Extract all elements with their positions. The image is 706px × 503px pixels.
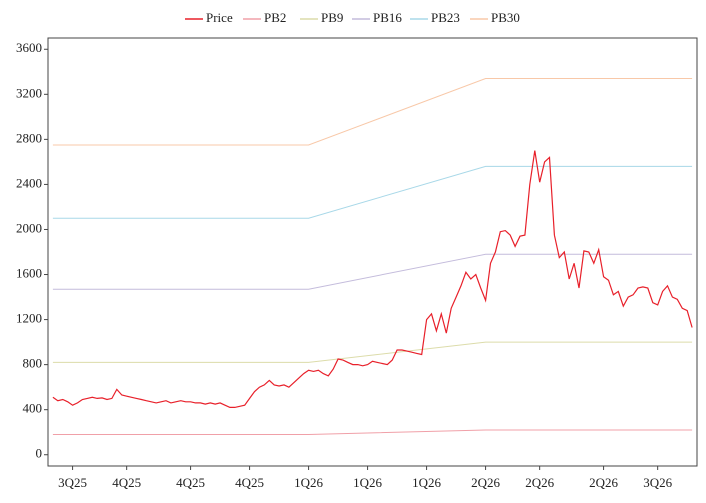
x-tick-label: 1Q26 bbox=[412, 475, 441, 490]
y-tick-label: 0 bbox=[36, 446, 43, 461]
x-tick-label: 2Q26 bbox=[525, 475, 554, 490]
series-line bbox=[52, 341, 693, 363]
y-tick-label: 3200 bbox=[16, 85, 42, 100]
x-tick-label: 4Q25 bbox=[176, 475, 205, 490]
y-tick-label: 400 bbox=[23, 401, 43, 416]
series-line bbox=[52, 150, 693, 408]
series-line bbox=[52, 165, 693, 219]
y-tick-label: 800 bbox=[23, 356, 43, 371]
series-line bbox=[52, 429, 693, 435]
plot-frame bbox=[47, 37, 698, 467]
x-tick-label: 1Q26 bbox=[353, 475, 382, 490]
legend-label: PB30 bbox=[491, 10, 520, 25]
legend-label: PB2 bbox=[264, 10, 286, 25]
x-tick-label: 3Q26 bbox=[643, 475, 672, 490]
legend-label: PB9 bbox=[321, 10, 343, 25]
y-tick-label: 2400 bbox=[16, 175, 42, 190]
legend-label: PB16 bbox=[373, 10, 402, 25]
x-tick-label: 1Q26 bbox=[294, 475, 323, 490]
series-line bbox=[52, 253, 693, 290]
x-tick-label: 4Q25 bbox=[112, 475, 141, 490]
y-tick-label: 1200 bbox=[16, 311, 42, 326]
y-tick-label: 2800 bbox=[16, 130, 42, 145]
legend-label: Price bbox=[206, 10, 233, 25]
y-tick-label: 3600 bbox=[16, 40, 42, 55]
series-line bbox=[52, 78, 693, 146]
x-tick-label: 3Q25 bbox=[58, 475, 87, 490]
x-tick-label: 2Q26 bbox=[589, 475, 618, 490]
x-tick-label: 2Q26 bbox=[471, 475, 500, 490]
y-tick-label: 2000 bbox=[16, 220, 42, 235]
legend-label: PB23 bbox=[431, 10, 460, 25]
y-tick-label: 1600 bbox=[16, 266, 42, 281]
x-tick-label: 4Q25 bbox=[235, 475, 264, 490]
